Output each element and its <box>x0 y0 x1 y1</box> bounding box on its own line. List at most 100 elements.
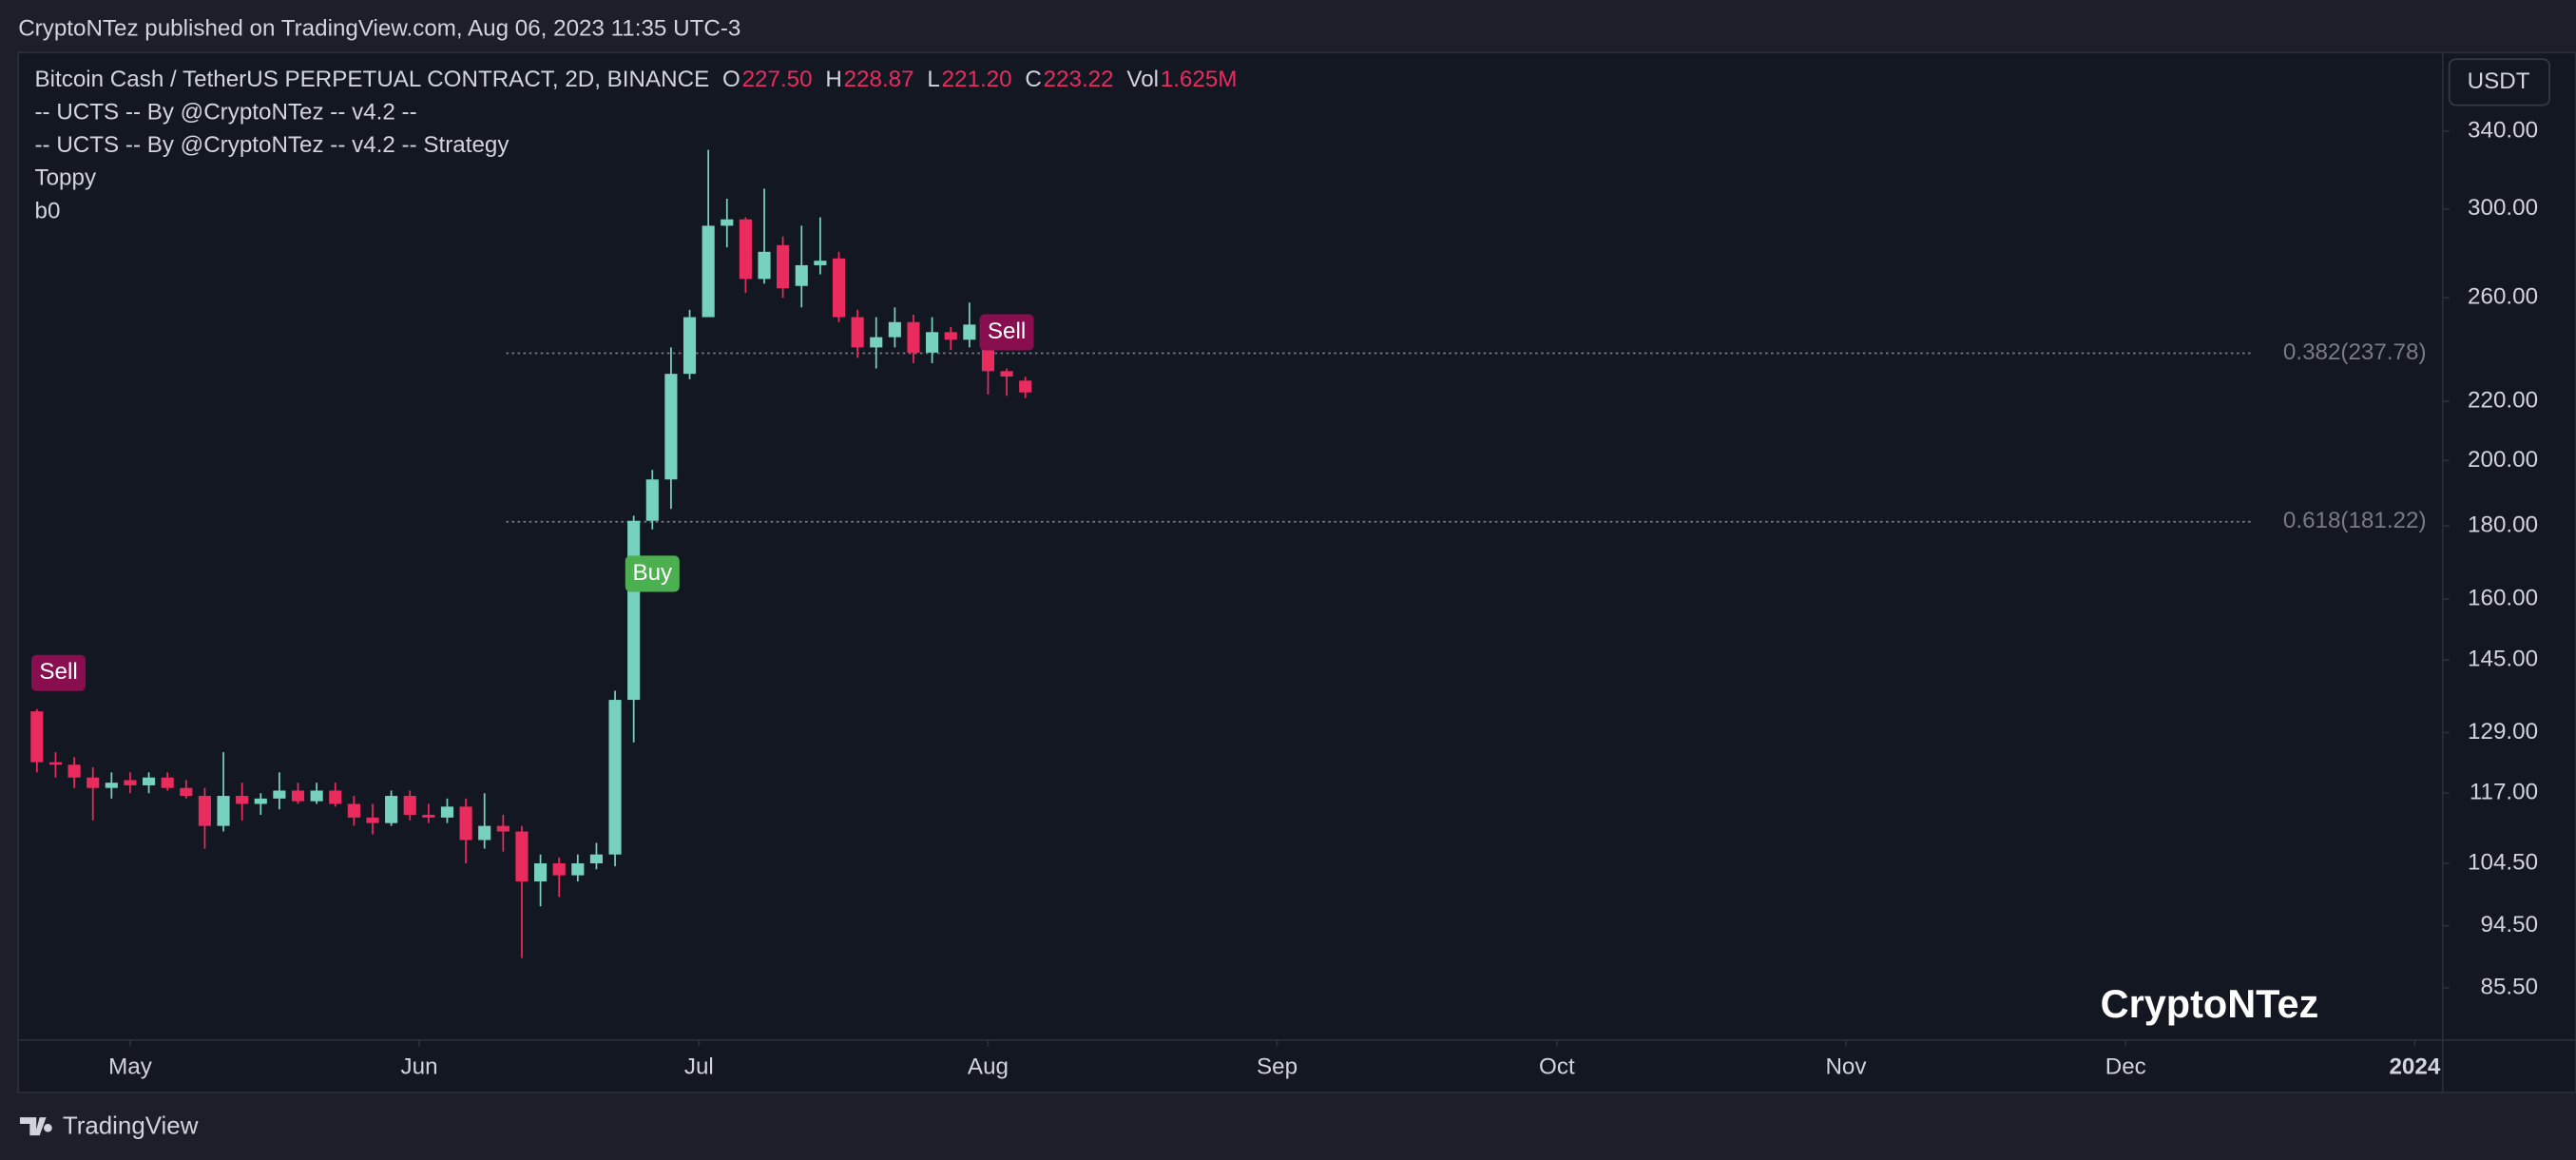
legend-value: 221.20 <box>942 67 1012 92</box>
legend-key: H <box>825 67 841 92</box>
candle-body <box>682 317 697 375</box>
candle-body <box>105 783 118 788</box>
header-text: CryptoNTez published on TradingView.com,… <box>18 15 740 41</box>
y-tick-label: 145.00 <box>2468 647 2538 672</box>
signal-label: Sell <box>39 659 77 685</box>
footer-brand: TradingView <box>63 1112 199 1139</box>
candle-body <box>1019 380 1032 393</box>
chart-panel <box>17 51 2576 1094</box>
tradingview-logo <box>19 1117 52 1136</box>
legend-value: 1.625M <box>1161 67 1238 92</box>
x-tick-label: Oct <box>1539 1054 1575 1080</box>
candle-body <box>459 806 472 841</box>
y-tick-label: 260.00 <box>2468 284 2538 310</box>
x-tick-label: May <box>108 1054 153 1080</box>
y-tick-label: 160.00 <box>2468 585 2538 610</box>
candle-body <box>422 814 435 818</box>
plot: 340.00 300.00 260.00 220.00 200.00 180.00 160.… <box>30 117 2539 1080</box>
candle-body <box>254 798 267 804</box>
candle-body <box>589 854 604 863</box>
legend-key: O <box>722 67 740 92</box>
candle-body <box>814 261 827 265</box>
candle-body <box>627 520 641 701</box>
candle-body <box>534 862 548 881</box>
candle-body <box>496 825 509 832</box>
candle-body <box>329 790 342 804</box>
candle-body <box>515 831 529 881</box>
candle-body <box>645 479 659 521</box>
y-tick-label: 340.00 <box>2468 117 2538 143</box>
indicator-label: -- UCTS -- By @CryptoNTez -- v4.2 -- <box>35 100 417 126</box>
symbol-title: Bitcoin Cash / TetherUS PERPETUAL CONTRA… <box>35 67 710 92</box>
y-tick-label: 104.50 <box>2468 849 2538 875</box>
candle-body <box>142 777 156 785</box>
currency: USDT <box>2468 68 2530 94</box>
x-tick-label: Sep <box>1257 1054 1298 1080</box>
y-tick-label: 220.00 <box>2468 388 2538 414</box>
candle-body <box>478 825 491 841</box>
candle-body <box>30 711 44 763</box>
x-tick-label: 2024 <box>2389 1054 2440 1080</box>
indicator-label: -- UCTS -- By @CryptoNTez -- v4.2 -- Str… <box>35 132 510 158</box>
candle-body <box>291 790 305 802</box>
candle-body <box>851 317 864 348</box>
candle-body <box>385 796 398 823</box>
candle-body <box>608 700 622 855</box>
x-tick-label: Nov <box>1825 1054 1867 1080</box>
y-tick-label: 200.00 <box>2468 447 2538 473</box>
legend-key: L <box>927 67 939 92</box>
candle-body <box>832 258 846 318</box>
candle-body <box>1000 371 1013 377</box>
y-tick-label: 180.00 <box>2468 512 2538 538</box>
candle-body <box>403 796 416 815</box>
y-tick-label: 117.00 <box>2470 780 2538 805</box>
candle-body <box>870 337 883 348</box>
x-tick-label: Aug <box>968 1054 1009 1080</box>
legend-value: 227.50 <box>742 67 813 92</box>
legend-key: Vol <box>1126 67 1159 92</box>
y-tick-label: 85.50 <box>2481 974 2539 999</box>
signal-box <box>625 555 680 592</box>
legend-value: 228.87 <box>844 67 914 92</box>
x-tick-label: Jun <box>401 1054 438 1080</box>
candle-body <box>739 219 752 280</box>
candle-body <box>273 790 286 799</box>
candle-body <box>552 862 566 876</box>
legend-key: C <box>1025 67 1041 92</box>
legend-value: 223.22 <box>1044 67 1114 92</box>
candle-body <box>180 787 193 797</box>
candle-body <box>888 321 901 338</box>
y-tick-label: 94.50 <box>2481 912 2539 938</box>
candle-body <box>124 780 137 785</box>
candle-body <box>87 777 100 788</box>
currency-button[interactable] <box>2448 58 2551 106</box>
legend: Bitcoin Cash / TetherUS PERPETUAL CONTRA… <box>35 67 1238 223</box>
candle-body <box>907 321 920 353</box>
watermark: CryptoNTez <box>2101 981 2319 1026</box>
candle-body <box>67 764 81 778</box>
signal-box <box>979 314 1034 351</box>
candle-body <box>702 225 715 318</box>
x-tick-label: Jul <box>684 1054 714 1080</box>
candle-body <box>926 332 939 353</box>
candle-body <box>48 762 63 765</box>
candle-body <box>571 862 585 876</box>
candle-body <box>198 796 211 826</box>
x-tick-label: Dec <box>2105 1054 2146 1080</box>
candle-body <box>664 374 678 480</box>
indicator-label: b0 <box>35 198 61 223</box>
candle-body <box>440 806 454 818</box>
candle-body <box>944 332 957 340</box>
indicator-label: Toppy <box>35 165 97 191</box>
candle-body <box>366 817 379 823</box>
fib-label: 0.618(181.22) <box>2283 508 2427 533</box>
candle-body <box>310 790 323 802</box>
candle-body <box>758 251 771 280</box>
candle-body <box>217 796 230 826</box>
signal-label: Sell <box>988 319 1026 344</box>
candle-body <box>236 796 249 804</box>
candle-body <box>795 264 808 286</box>
signal-box <box>31 654 87 691</box>
